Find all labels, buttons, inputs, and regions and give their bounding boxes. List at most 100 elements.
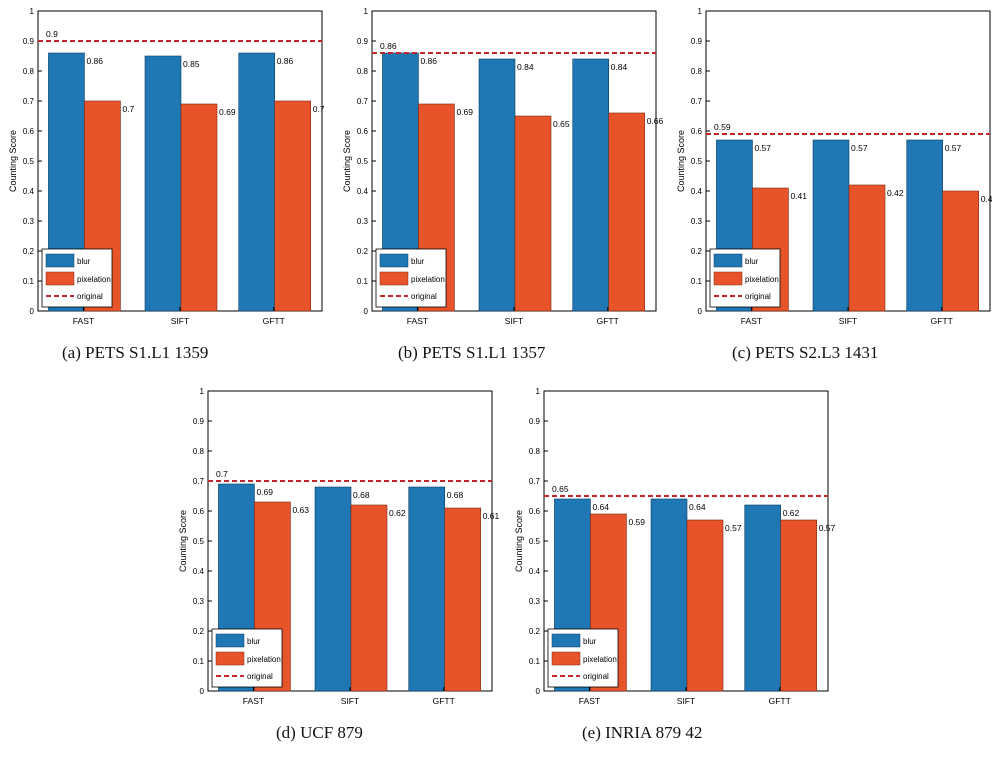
legend-swatch-pixelation xyxy=(713,271,743,286)
data-label-blur: 0.57 xyxy=(945,143,962,153)
bar-blur xyxy=(408,486,446,692)
bar-pixelation xyxy=(848,184,886,312)
original-value-label: 0.9 xyxy=(46,29,58,39)
y-axis-label: Counting Score xyxy=(178,510,188,572)
y-tick-label: 0.9 xyxy=(691,37,703,46)
y-tick-label: 0 xyxy=(536,687,541,696)
y-tick-label: 0 xyxy=(364,307,369,316)
y-tick-label: 0.4 xyxy=(193,567,205,576)
y-tick-label: 0.1 xyxy=(193,657,205,666)
bar-blur xyxy=(478,58,516,312)
legend-label-blur: blur xyxy=(583,637,597,646)
chart-panel-d: 0 0.1 0.2 0.3 0.4 0.5 0.6 0.7 0.8 0.9 1 Counting Sc… xyxy=(170,380,510,758)
bar-pixelation xyxy=(686,519,724,692)
y-tick-label: 0.8 xyxy=(357,67,369,76)
y-tick-label: 0.7 xyxy=(529,477,541,486)
bar-blur xyxy=(906,139,944,312)
data-label-blur: 0.68 xyxy=(447,490,464,500)
bar-blur xyxy=(650,498,688,692)
legend-label-original: original xyxy=(247,672,273,681)
data-label-pixelation: 0.61 xyxy=(483,511,500,521)
y-tick-label: 0.7 xyxy=(691,97,703,106)
data-label-pixelation: 0.57 xyxy=(725,523,742,533)
x-tick-label: FAST xyxy=(243,696,264,706)
legend-swatch-pixelation xyxy=(45,271,75,286)
legend-label-original: original xyxy=(745,292,771,301)
bar-pixelation xyxy=(514,115,552,312)
chart-panel-a: 0 0.1 0.2 0.3 0.4 0.5 0.6 0.7 0.8 0.9 1 Counting Sc… xyxy=(0,0,340,380)
y-axis-label: Counting Score xyxy=(514,510,524,572)
y-tick-label: 0.8 xyxy=(691,67,703,76)
bar-pixelation xyxy=(608,112,646,312)
bar-pixelation xyxy=(444,507,482,692)
chart-caption-b: (b) PETS S1.L1 1357 xyxy=(398,343,546,362)
y-tick-label: 0.2 xyxy=(357,247,369,256)
y-tick-label: 0.1 xyxy=(357,277,369,286)
legend-label-pixelation: pixelation xyxy=(247,655,281,664)
y-tick-label: 0.3 xyxy=(691,217,703,226)
y-tick-label: 0.7 xyxy=(357,97,369,106)
y-tick-label: 0.4 xyxy=(23,187,35,196)
x-tick-label: FAST xyxy=(741,316,762,326)
x-tick-label: SIFT xyxy=(505,316,523,326)
y-axis-label: Counting Score xyxy=(676,130,686,192)
y-tick-label: 0.5 xyxy=(193,537,205,546)
data-label-pixelation: 0.63 xyxy=(292,505,309,515)
chart-caption-e: (e) INRIA 879 42 xyxy=(582,723,703,742)
data-label-pixelation: 0.59 xyxy=(628,517,645,527)
y-tick-label: 0.1 xyxy=(529,657,541,666)
y-tick-label: 0.5 xyxy=(23,157,35,166)
chart-c: 0 0.1 0.2 0.3 0.4 0.5 0.6 0.7 0.8 0.9 1 Counting Sc… xyxy=(676,7,992,326)
legend-swatch-pixelation xyxy=(379,271,409,286)
y-tick-label: 0.7 xyxy=(23,97,35,106)
x-tick-label: GFTT xyxy=(769,696,791,706)
x-tick-label: GFTT xyxy=(433,696,455,706)
bar-pixelation xyxy=(180,103,218,312)
chart-panel-c: 0 0.1 0.2 0.3 0.4 0.5 0.6 0.7 0.8 0.9 1 Counting Sc… xyxy=(668,0,992,380)
y-tick-label: 0.9 xyxy=(357,37,369,46)
y-tick-label: 0.6 xyxy=(529,507,541,516)
data-label-blur: 0.69 xyxy=(256,487,273,497)
y-tick-label: 0.2 xyxy=(193,627,205,636)
chart-panel-e: 0 0.1 0.2 0.3 0.4 0.5 0.6 0.7 0.8 0.9 1 Counting Sc… xyxy=(506,380,846,758)
legend-swatch-blur xyxy=(45,253,75,268)
y-tick-label: 1 xyxy=(364,7,369,16)
x-tick-label: FAST xyxy=(407,316,428,326)
data-label-blur: 0.64 xyxy=(689,502,706,512)
data-label-blur: 0.84 xyxy=(611,62,628,72)
legend-swatch-blur xyxy=(215,633,245,648)
original-value-label: 0.59 xyxy=(714,122,731,132)
y-tick-label: 0.4 xyxy=(691,187,703,196)
y-tick-label: 1 xyxy=(200,387,205,396)
data-label-pixelation: 0.65 xyxy=(553,119,570,129)
y-tick-label: 0 xyxy=(30,307,35,316)
y-tick-label: 0 xyxy=(698,307,703,316)
data-label-pixelation: 0.4 xyxy=(981,194,992,204)
y-tick-label: 0.6 xyxy=(193,507,205,516)
x-tick-label: SIFT xyxy=(839,316,857,326)
data-label-blur: 0.68 xyxy=(353,490,370,500)
y-tick-label: 1 xyxy=(536,387,541,396)
y-tick-label: 0.1 xyxy=(23,277,35,286)
x-tick-label: GFTT xyxy=(263,316,285,326)
data-label-blur: 0.86 xyxy=(86,56,103,66)
chart-caption-a: (a) PETS S1.L1 1359 xyxy=(62,343,209,362)
original-value-label: 0.65 xyxy=(552,484,569,494)
legend-swatch-blur xyxy=(551,633,581,648)
bar-pixelation xyxy=(350,504,388,692)
y-tick-label: 0.8 xyxy=(193,447,205,456)
data-label-pixelation: 0.7 xyxy=(122,104,134,114)
data-label-blur: 0.84 xyxy=(517,62,534,72)
y-tick-label: 1 xyxy=(698,7,703,16)
original-value-label: 0.7 xyxy=(216,469,228,479)
chart-b: 0 0.1 0.2 0.3 0.4 0.5 0.6 0.7 0.8 0.9 1 Counting Sc… xyxy=(342,7,664,326)
data-label-blur: 0.85 xyxy=(183,59,200,69)
bar-blur xyxy=(572,58,610,312)
data-label-pixelation: 0.62 xyxy=(389,508,406,518)
y-tick-label: 0.8 xyxy=(529,447,541,456)
bar-blur xyxy=(812,139,850,312)
y-tick-label: 0.8 xyxy=(23,67,35,76)
x-tick-label: GFTT xyxy=(931,316,953,326)
y-tick-label: 0.5 xyxy=(357,157,369,166)
x-tick-label: FAST xyxy=(73,316,94,326)
